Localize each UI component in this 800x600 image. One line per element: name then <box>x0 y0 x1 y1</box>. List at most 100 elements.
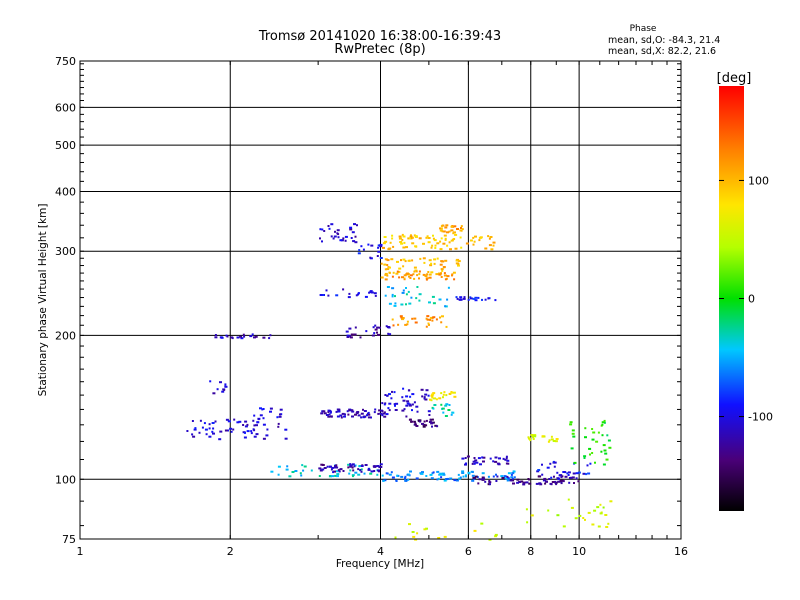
echo-point <box>262 437 266 440</box>
echo-point <box>388 402 392 405</box>
echo-point <box>572 435 576 438</box>
echo-point <box>384 258 388 261</box>
echo-point <box>377 412 380 415</box>
echo-point <box>319 237 321 240</box>
echo-point <box>254 335 258 338</box>
echo-point <box>250 430 253 433</box>
echo-point <box>394 536 397 539</box>
echo-point <box>348 472 351 475</box>
echo-point <box>397 270 401 273</box>
echo-point <box>471 479 474 482</box>
echo-point <box>405 395 409 398</box>
echo-point <box>455 262 459 265</box>
echo-point <box>595 440 599 443</box>
echo-point <box>451 411 454 414</box>
echo-point <box>461 472 465 474</box>
echo-point <box>437 477 440 480</box>
echo-point <box>299 472 302 475</box>
echo-point <box>278 415 282 418</box>
echo-point <box>592 431 596 434</box>
echo-point <box>429 473 433 476</box>
echo-point <box>353 465 356 468</box>
echo-point <box>405 303 407 306</box>
echo-point <box>269 334 272 337</box>
echo-point <box>478 478 481 481</box>
echo-point <box>325 414 329 416</box>
echo-point <box>407 478 410 481</box>
y-tick-label-100: 100 <box>55 473 76 486</box>
echo-point <box>555 483 558 486</box>
echo-point <box>390 258 394 261</box>
echo-point <box>401 291 405 294</box>
echo-point <box>450 413 453 416</box>
echo-point <box>359 469 362 471</box>
echo-point <box>379 243 383 246</box>
echo-point <box>354 413 357 416</box>
echo-point <box>236 336 240 339</box>
echo-point <box>212 432 215 435</box>
echo-point <box>444 239 447 241</box>
echo-point <box>225 418 229 421</box>
echo-point <box>243 436 247 439</box>
echo-point <box>601 423 604 426</box>
echo-point <box>452 411 455 414</box>
echo-point <box>423 396 426 399</box>
echo-point <box>555 438 559 440</box>
phase-stats-x: mean, sd,X: 82.2, 21.6 <box>608 46 716 57</box>
echo-point <box>367 243 370 246</box>
echo-point <box>465 462 467 465</box>
echo-point <box>331 475 335 478</box>
echo-point <box>279 413 281 416</box>
echo-point <box>391 476 395 479</box>
echo-point <box>442 396 444 399</box>
echo-point <box>346 334 350 337</box>
echo-point <box>338 470 341 473</box>
echo-point <box>212 427 215 430</box>
echo-point <box>341 412 345 415</box>
echo-point <box>322 410 326 413</box>
echo-point <box>393 304 397 307</box>
echo-point <box>378 409 381 412</box>
echo-point <box>459 236 462 239</box>
echo-point <box>411 409 413 412</box>
echo-point <box>601 434 604 437</box>
echo-point <box>325 289 328 292</box>
echo-point <box>330 235 333 238</box>
echo-point <box>432 237 435 240</box>
echo-point <box>444 237 447 240</box>
echo-point <box>386 268 390 271</box>
echo-point <box>384 268 387 271</box>
echo-point <box>402 399 406 402</box>
echo-point <box>482 460 485 463</box>
echo-point <box>450 225 454 228</box>
echo-point <box>256 421 259 424</box>
echo-point <box>351 415 354 418</box>
echo-point <box>494 535 498 538</box>
echo-point <box>377 333 380 336</box>
echo-point <box>409 277 412 279</box>
echo-point <box>415 297 418 300</box>
echo-point <box>251 333 254 336</box>
echo-point <box>488 480 491 482</box>
echo-point <box>429 418 432 421</box>
echo-point <box>347 463 351 466</box>
echo-point <box>423 420 426 423</box>
echo-point <box>330 223 334 226</box>
echo-point <box>421 471 424 474</box>
echo-point <box>567 498 570 501</box>
echo-point <box>411 236 414 239</box>
echo-point <box>464 463 467 466</box>
echo-point <box>388 266 391 269</box>
echo-point <box>405 479 408 482</box>
echo-point <box>249 335 253 338</box>
echo-point <box>208 435 212 438</box>
echo-point <box>342 470 345 472</box>
echo-point <box>463 296 466 299</box>
echo-point <box>547 440 550 443</box>
echo-point <box>408 275 410 278</box>
echo-point <box>425 475 428 477</box>
y-tick-label-300: 300 <box>55 245 76 258</box>
echo-point <box>537 475 541 478</box>
echo-point <box>403 241 406 244</box>
echo-point <box>492 241 496 244</box>
